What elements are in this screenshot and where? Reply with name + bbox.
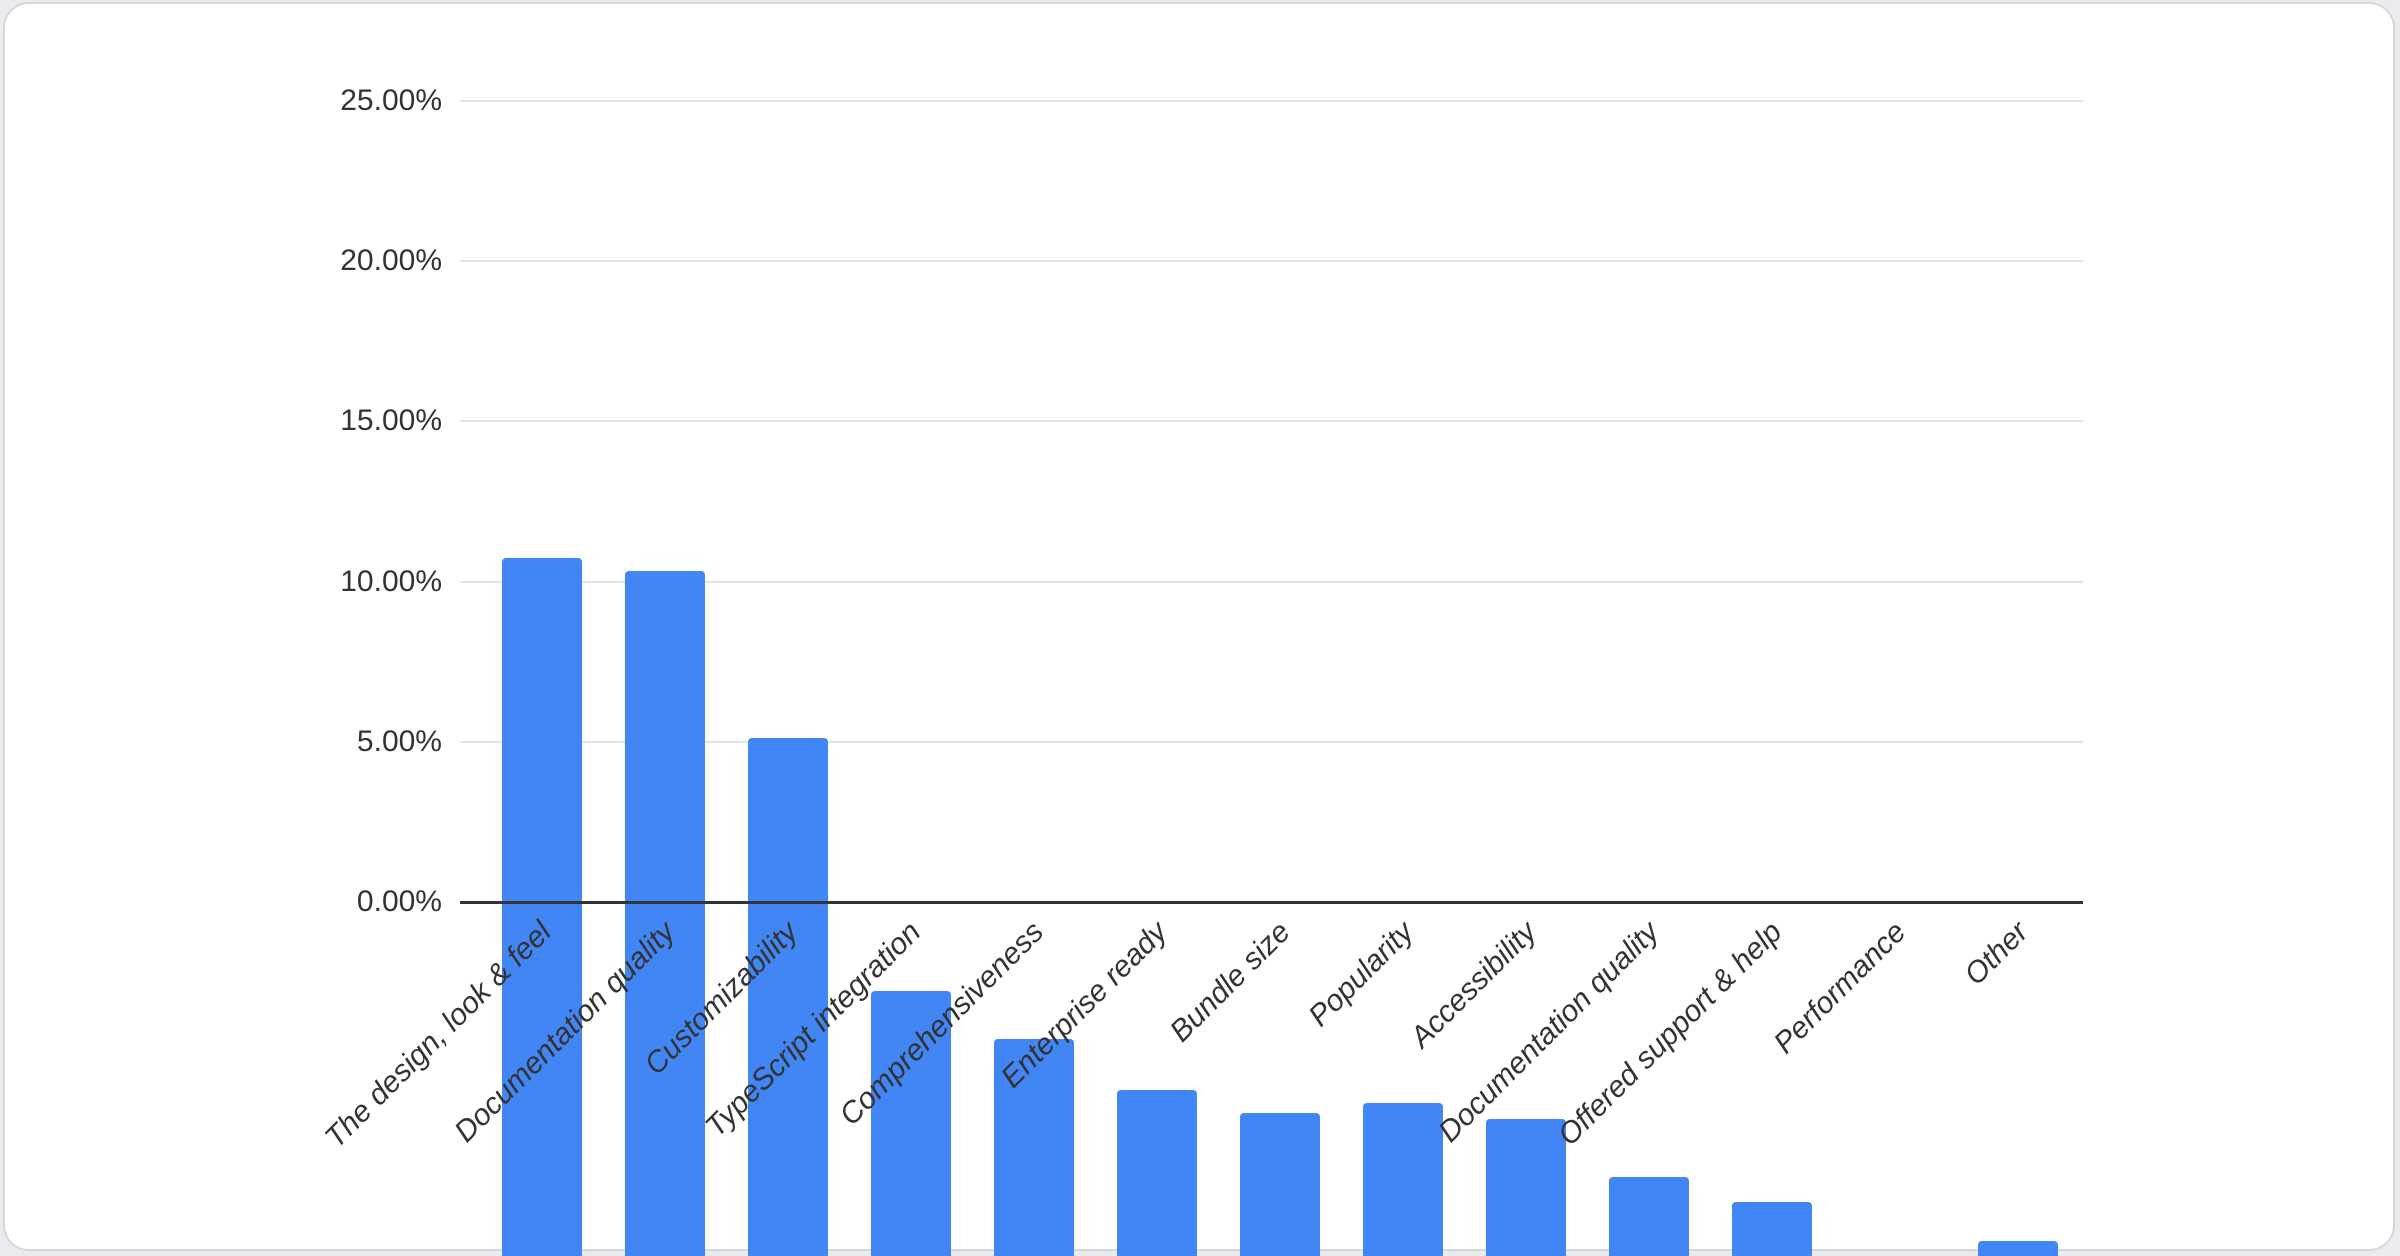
bar-band	[1342, 362, 1465, 1256]
bar	[1239, 1112, 1320, 1256]
bar-band	[849, 362, 972, 1256]
bar-band	[972, 362, 1095, 1256]
bar-band	[1834, 362, 1957, 1256]
bar-band	[726, 362, 849, 1256]
bar	[1486, 1119, 1567, 1256]
bar	[747, 737, 828, 1256]
bar-band	[480, 362, 603, 1256]
x-axis-line	[460, 901, 2083, 904]
gridline	[460, 740, 2083, 743]
y-axis-tick-label: 5.00%	[356, 724, 442, 758]
bar	[624, 571, 705, 1256]
gridline	[460, 100, 2083, 102]
bar-band	[1957, 362, 2080, 1256]
y-axis-tick-label: 10.00%	[340, 564, 442, 598]
y-axis-tick-label: 0.00%	[356, 885, 442, 918]
bar-band	[1711, 362, 1834, 1256]
bar-band	[1465, 362, 1588, 1256]
bar	[1116, 1090, 1197, 1256]
bar-band	[1588, 362, 1711, 1256]
gridline	[460, 580, 2083, 583]
y-axis-tick-label: 15.00%	[340, 404, 442, 438]
bar	[1363, 1103, 1444, 1256]
bar-band	[603, 362, 726, 1256]
gridline	[460, 420, 2083, 423]
gridline	[460, 260, 2083, 263]
bar	[1732, 1202, 1813, 1256]
bar	[1609, 1176, 1690, 1256]
bar	[501, 558, 582, 1256]
bar	[1978, 1240, 2059, 1256]
bar-chart: 0.00% 5.00% 10.00% 15.00% 20.00% 25.00% The d…	[5, 4, 2400, 1256]
bar-band	[1218, 362, 1341, 1256]
bar	[870, 990, 951, 1256]
bar-band	[1095, 362, 1218, 1256]
chart-card: 0.00% 5.00% 10.00% 15.00% 20.00% 25.00% The d…	[3, 2, 2395, 1256]
bar	[993, 1038, 1074, 1256]
y-axis-tick-label: 25.00%	[340, 84, 442, 117]
y-axis-tick-label: 20.00%	[340, 244, 442, 278]
